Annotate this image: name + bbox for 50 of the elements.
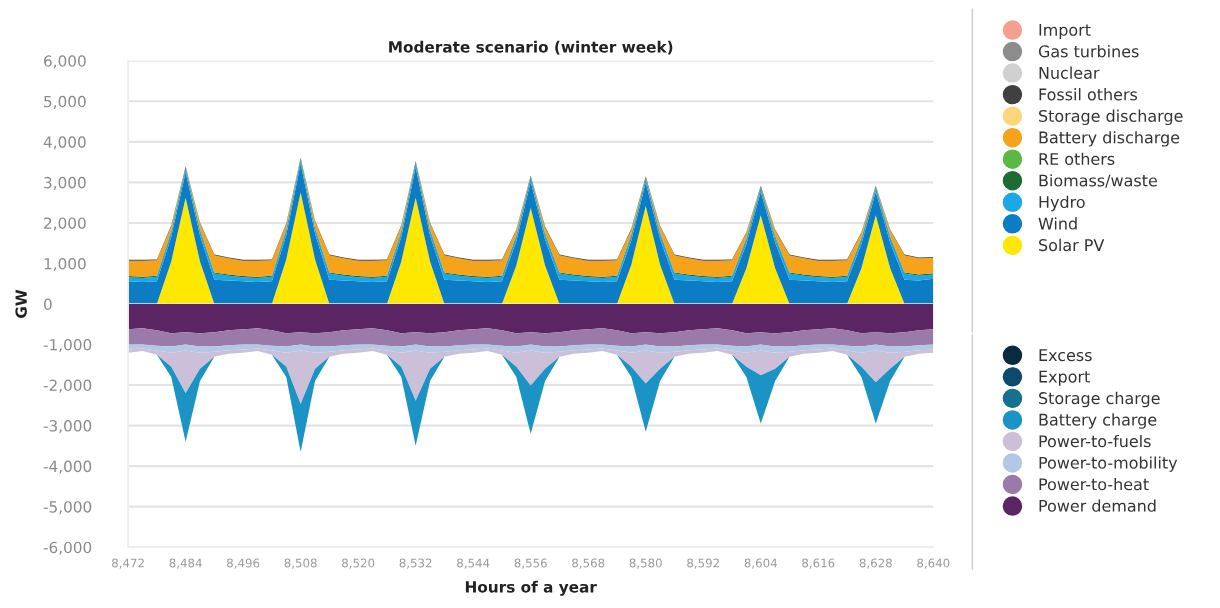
x-tick-label: 8,556 bbox=[514, 558, 547, 569]
x-tick-label: 8,520 bbox=[342, 558, 375, 569]
x-tick-label: 8,640 bbox=[917, 558, 950, 569]
y-tick-label: 3,000 bbox=[44, 176, 86, 190]
y-tick-label: 4,000 bbox=[43, 136, 86, 150]
legend-label: Battery discharge bbox=[1039, 131, 1180, 147]
y-axis-title: GW bbox=[15, 289, 27, 318]
legend-label: Power-to-fuels bbox=[1039, 434, 1151, 448]
legend-label: Import bbox=[1039, 23, 1091, 39]
y-tick-label: -1,000 bbox=[43, 339, 92, 353]
y-tick-label: 6,000 bbox=[44, 55, 86, 69]
legend-label: Solar PV bbox=[1039, 238, 1105, 252]
legend-label: Storage charge bbox=[1039, 391, 1160, 408]
legend-label: Power-to-heat bbox=[1039, 477, 1149, 491]
y-tick-label: -5,000 bbox=[43, 501, 92, 515]
x-tick-label: 8,496 bbox=[227, 558, 260, 569]
legend-label: Battery charge bbox=[1039, 413, 1157, 429]
y-tick-label: -2,000 bbox=[43, 379, 92, 393]
legend-label: Nuclear bbox=[1039, 66, 1100, 79]
x-tick-label: 8,616 bbox=[802, 558, 835, 569]
y-tick-label: -6,000 bbox=[43, 541, 92, 555]
legend-label: Gas turbines bbox=[1038, 45, 1139, 58]
y-tick-label: 1,000 bbox=[44, 257, 86, 272]
x-tick-label: 8,592 bbox=[687, 558, 719, 569]
chart-title: Moderate scenario (winter week) bbox=[389, 40, 673, 55]
x-tick-label: 8,568 bbox=[572, 558, 605, 569]
y-tick-label: -3,000 bbox=[43, 420, 92, 434]
x-tick-label: 8,580 bbox=[629, 558, 662, 569]
legend-label: Wind bbox=[1038, 217, 1077, 230]
legend-label: Hydro bbox=[1039, 195, 1085, 212]
legend-label: Power demand bbox=[1039, 499, 1156, 512]
legend-label: Excess bbox=[1039, 349, 1092, 362]
x-tick-label: 8,532 bbox=[399, 558, 432, 569]
legend-label: Storage discharge bbox=[1039, 109, 1183, 126]
legend-label: Fossil others bbox=[1039, 88, 1138, 101]
legend-label: Biomass/waste bbox=[1039, 174, 1157, 188]
x-tick-label: 8,484 bbox=[169, 558, 202, 569]
x-tick-label: 8,544 bbox=[457, 558, 490, 569]
legend-label: Power-to-mobility bbox=[1039, 456, 1178, 472]
legend-label: RE others bbox=[1039, 152, 1115, 166]
y-tick-label: 5,000 bbox=[44, 95, 86, 109]
legend-label: Export bbox=[1039, 370, 1090, 386]
y-tick-label: 2,000 bbox=[44, 217, 86, 231]
x-tick-label: 8,628 bbox=[859, 558, 892, 569]
x-tick-label: 8,604 bbox=[744, 558, 777, 569]
y-tick-label: 0 bbox=[44, 298, 52, 311]
x-axis-title: Hours of a year bbox=[465, 580, 597, 596]
y-tick-label: -4,000 bbox=[43, 460, 92, 474]
x-tick-label: 8,472 bbox=[112, 558, 144, 569]
x-tick-label: 8,508 bbox=[284, 558, 317, 569]
